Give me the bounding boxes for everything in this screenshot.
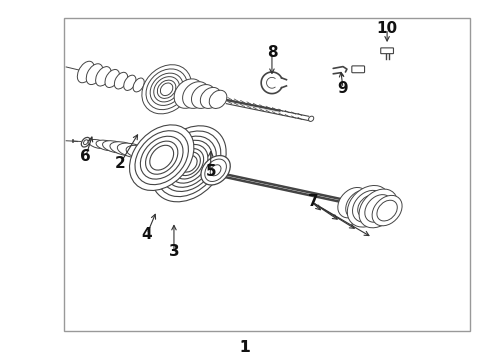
Ellipse shape	[338, 188, 368, 218]
Text: 1: 1	[240, 340, 250, 355]
FancyBboxPatch shape	[381, 48, 393, 54]
Ellipse shape	[126, 145, 154, 159]
Ellipse shape	[146, 141, 178, 174]
Text: 5: 5	[205, 163, 216, 179]
Ellipse shape	[161, 136, 217, 192]
Ellipse shape	[150, 145, 173, 170]
Text: 7: 7	[308, 194, 319, 209]
Ellipse shape	[81, 138, 90, 147]
Ellipse shape	[133, 78, 144, 92]
Ellipse shape	[359, 189, 397, 228]
Ellipse shape	[346, 190, 374, 219]
Ellipse shape	[105, 69, 120, 87]
Ellipse shape	[151, 126, 226, 202]
Ellipse shape	[200, 87, 221, 108]
Ellipse shape	[156, 131, 221, 197]
Ellipse shape	[83, 140, 88, 145]
Ellipse shape	[102, 141, 128, 153]
Ellipse shape	[309, 116, 314, 121]
Ellipse shape	[352, 190, 385, 222]
Ellipse shape	[201, 156, 230, 185]
Ellipse shape	[154, 77, 179, 102]
Ellipse shape	[89, 139, 107, 149]
Ellipse shape	[160, 83, 173, 96]
Ellipse shape	[347, 185, 390, 227]
Ellipse shape	[192, 85, 215, 108]
Ellipse shape	[96, 67, 111, 86]
Ellipse shape	[205, 159, 226, 181]
Ellipse shape	[165, 140, 212, 187]
FancyBboxPatch shape	[352, 66, 365, 73]
Ellipse shape	[117, 143, 147, 158]
Text: 10: 10	[376, 21, 398, 36]
Ellipse shape	[114, 72, 128, 89]
Ellipse shape	[96, 140, 118, 151]
Ellipse shape	[377, 200, 397, 221]
Ellipse shape	[77, 61, 94, 83]
Ellipse shape	[209, 90, 227, 108]
Ellipse shape	[110, 142, 138, 156]
Text: 2: 2	[115, 156, 125, 171]
Ellipse shape	[180, 156, 197, 172]
Ellipse shape	[358, 195, 379, 217]
Ellipse shape	[210, 165, 221, 176]
Text: 9: 9	[338, 81, 348, 96]
Bar	[64, 18, 470, 331]
Ellipse shape	[157, 80, 176, 98]
Text: 8: 8	[267, 45, 277, 60]
Ellipse shape	[124, 75, 136, 90]
Ellipse shape	[135, 148, 161, 160]
Ellipse shape	[174, 79, 203, 108]
Ellipse shape	[365, 195, 392, 222]
Ellipse shape	[135, 131, 189, 185]
Ellipse shape	[372, 195, 402, 226]
Ellipse shape	[140, 136, 183, 179]
Ellipse shape	[177, 152, 200, 176]
Ellipse shape	[183, 82, 209, 108]
Ellipse shape	[129, 125, 194, 190]
Ellipse shape	[86, 64, 103, 85]
Ellipse shape	[170, 144, 208, 183]
Ellipse shape	[173, 149, 204, 179]
Ellipse shape	[146, 69, 187, 110]
Text: 4: 4	[142, 226, 152, 242]
Text: 3: 3	[169, 244, 179, 260]
Text: 6: 6	[80, 149, 91, 164]
Text: 1: 1	[240, 340, 250, 355]
Ellipse shape	[150, 73, 183, 105]
Ellipse shape	[142, 65, 191, 114]
